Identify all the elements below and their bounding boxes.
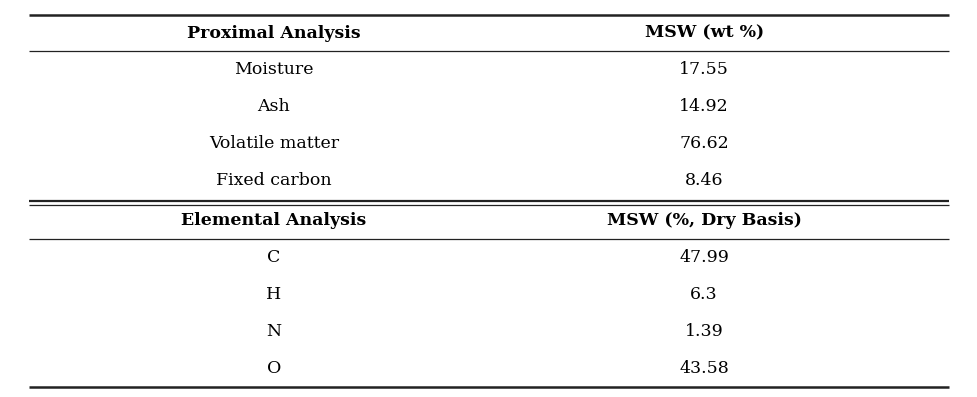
Text: 6.3: 6.3 (690, 286, 717, 303)
Text: O: O (267, 360, 280, 377)
Text: 14.92: 14.92 (679, 98, 728, 115)
Text: MSW (wt %): MSW (wt %) (644, 25, 763, 42)
Text: H: H (266, 286, 281, 303)
Text: Ash: Ash (257, 98, 290, 115)
Text: Moisture: Moisture (234, 61, 314, 78)
Text: Elemental Analysis: Elemental Analysis (181, 212, 366, 229)
Text: MSW (%, Dry Basis): MSW (%, Dry Basis) (606, 212, 801, 229)
Text: Proximal Analysis: Proximal Analysis (187, 25, 361, 42)
Text: Volatile matter: Volatile matter (208, 135, 339, 152)
Text: 8.46: 8.46 (684, 172, 723, 189)
Text: 76.62: 76.62 (679, 135, 728, 152)
Text: 43.58: 43.58 (679, 360, 728, 377)
Text: 1.39: 1.39 (684, 323, 723, 340)
Text: 47.99: 47.99 (679, 249, 728, 266)
Text: Fixed carbon: Fixed carbon (216, 172, 331, 189)
Text: N: N (266, 323, 281, 340)
Text: 17.55: 17.55 (679, 61, 728, 78)
Text: C: C (267, 249, 280, 266)
